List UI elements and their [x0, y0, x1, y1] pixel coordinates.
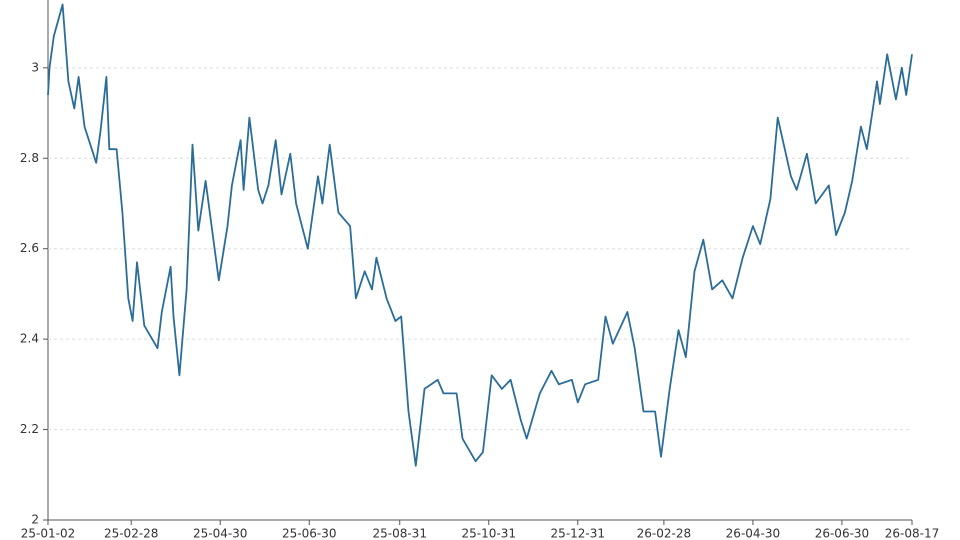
x-tick-label: 26-06-30 [815, 527, 869, 540]
y-tick-label: 3 [31, 60, 39, 74]
x-tick-label: 25-10-31 [462, 527, 516, 540]
x-tick-label: 26-02-28 [637, 527, 691, 540]
x-tick-label: 25-02-28 [104, 527, 158, 540]
y-tick-label: 2 [31, 513, 39, 527]
x-tick-label: 26-08-17 [885, 527, 939, 540]
x-tick-label: 26-04-30 [726, 527, 780, 540]
y-tick-label: 2.8 [20, 151, 39, 165]
x-tick-label: 25-01-02 [21, 527, 75, 540]
x-tick-label: 25-12-31 [551, 527, 605, 540]
x-tick-label: 25-06-30 [282, 527, 336, 540]
y-tick-label: 2.2 [20, 422, 39, 436]
x-tick-label: 25-04-30 [193, 527, 247, 540]
y-tick-label: 2.6 [20, 241, 39, 255]
x-tick-label: 25-08-31 [372, 527, 426, 540]
data-line [47, 3, 913, 467]
y-tick-label: 2.4 [20, 332, 39, 346]
